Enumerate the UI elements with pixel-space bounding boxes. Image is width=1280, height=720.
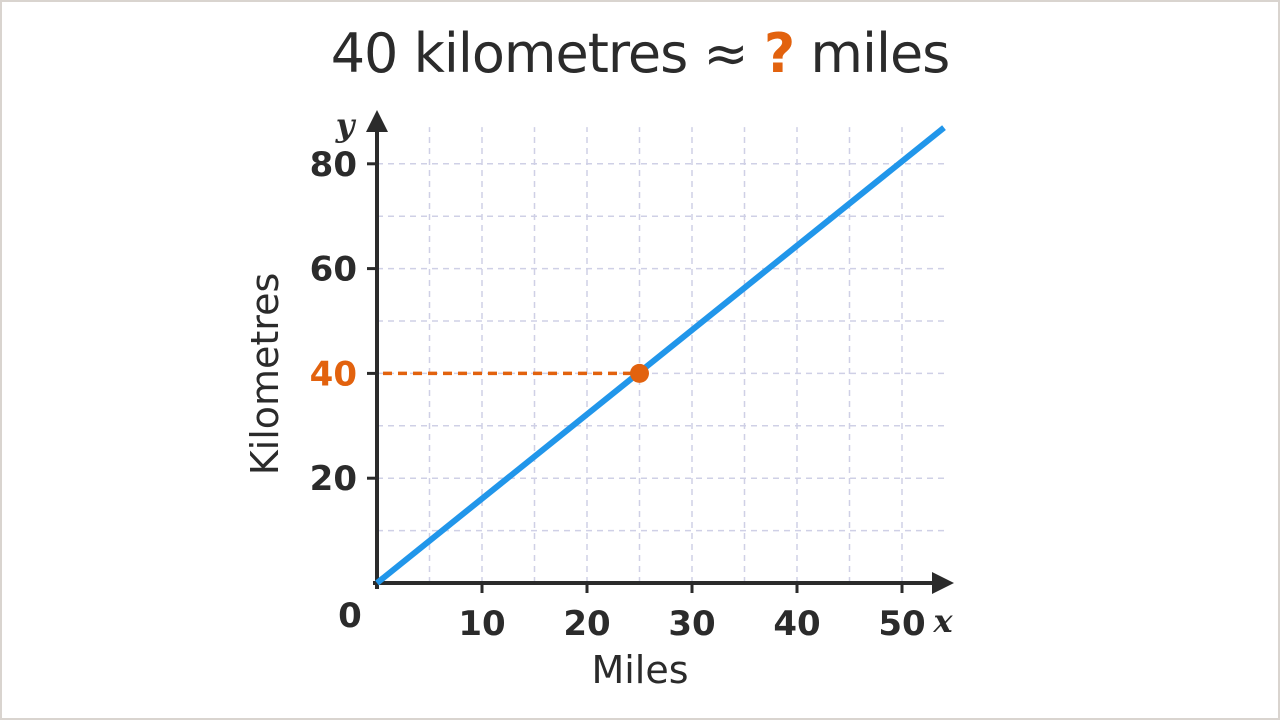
x-axis-title: Miles (591, 648, 688, 692)
y-axis-variable: y (335, 106, 357, 144)
y-axis-title: Kilometres (243, 273, 287, 476)
tick-labels: 10 20 30 40 50 20 40 60 80 (310, 145, 926, 644)
x-tick-label: 20 (563, 604, 610, 644)
series-layer (375, 125, 946, 586)
title-unknown-mark: ? (763, 22, 795, 85)
origin-label: 0 (338, 596, 362, 636)
conversion-line (375, 125, 946, 586)
title-suffix: miles (810, 22, 950, 85)
title-prefix: 40 kilometres ≈ (330, 22, 749, 85)
x-tick-label: 50 (878, 604, 925, 644)
annotation-layer (383, 363, 649, 383)
x-axis-arrow (932, 572, 954, 594)
chart-title: 40 kilometres ≈ ? miles (0, 22, 1280, 85)
axes (366, 110, 954, 594)
x-axis-variable: x (932, 602, 953, 640)
x-tick-label: 30 (668, 604, 715, 644)
x-tick-label: 10 (458, 604, 505, 644)
y-tick-label-highlight: 40 (310, 354, 357, 394)
y-tick-label: 80 (310, 145, 357, 185)
y-axis-arrow (366, 110, 388, 132)
y-tick-label: 60 (310, 250, 357, 290)
y-tick-label: 20 (310, 459, 357, 499)
x-tick-label: 40 (773, 604, 820, 644)
highlight-point (630, 363, 649, 383)
